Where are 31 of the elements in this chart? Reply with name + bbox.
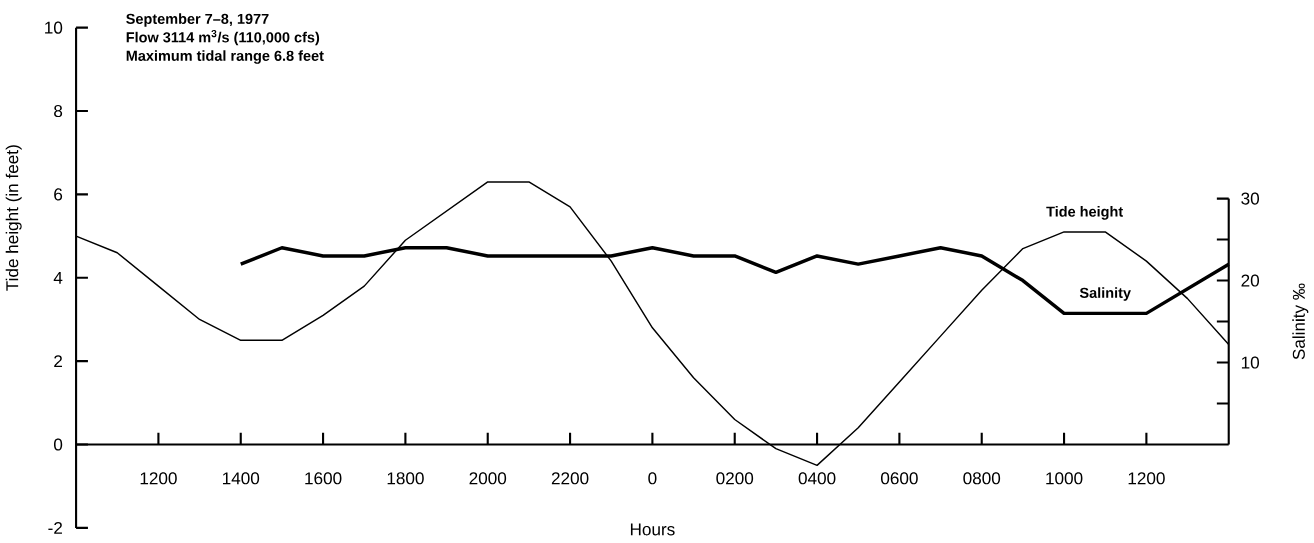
x-tick-label: 2000 — [469, 472, 507, 485]
x-tick-label: 0200 — [716, 472, 754, 485]
y-tick-label: -2 — [48, 522, 62, 534]
y2-axis-title: Salinity ‰ — [1292, 283, 1309, 360]
y2-tick-label: 10 — [1241, 356, 1260, 369]
y-tick-label: 2 — [54, 355, 62, 368]
y-tick-label: 4 — [53, 272, 63, 284]
y-axis-title: Tide height (in feet) — [5, 145, 22, 291]
x-tick-label: 1000 — [1046, 472, 1083, 485]
y-tick-label: 0 — [53, 438, 63, 451]
annotation: Maximum tidal range 6.8 feet — [126, 50, 324, 64]
y2-tick-label: 30 — [1241, 192, 1260, 205]
y-tick-label: 8 — [54, 105, 63, 118]
x-tick-label: 2200 — [551, 472, 589, 485]
y-tick-label: 6 — [54, 188, 63, 201]
chart-title: September 7–8, 1977 — [126, 13, 269, 27]
x-tick-label: 0400 — [798, 472, 836, 485]
x-tick-label: 0600 — [881, 472, 918, 485]
series-label: Tide height — [1046, 206, 1123, 220]
x-tick-label: 1800 — [387, 472, 424, 485]
x-tick-label: 1600 — [305, 472, 342, 485]
x-tick-label: 1200 — [1128, 472, 1165, 485]
series-label: Salinity — [1079, 287, 1131, 301]
y2-tick-label: 20 — [1241, 274, 1260, 287]
x-tick-label: 0800 — [963, 472, 1001, 485]
chart-subtitle: Flow 3114 m$^{3}$/s (110,000 cfs) — [126, 30, 320, 46]
x-tick-label: 1400 — [222, 472, 260, 485]
x-axis-title: Hours — [630, 523, 675, 536]
y-tick-label: 10 — [45, 21, 63, 34]
x-tick-label: 1200 — [140, 472, 177, 485]
x-tick-label: 0 — [648, 472, 657, 485]
